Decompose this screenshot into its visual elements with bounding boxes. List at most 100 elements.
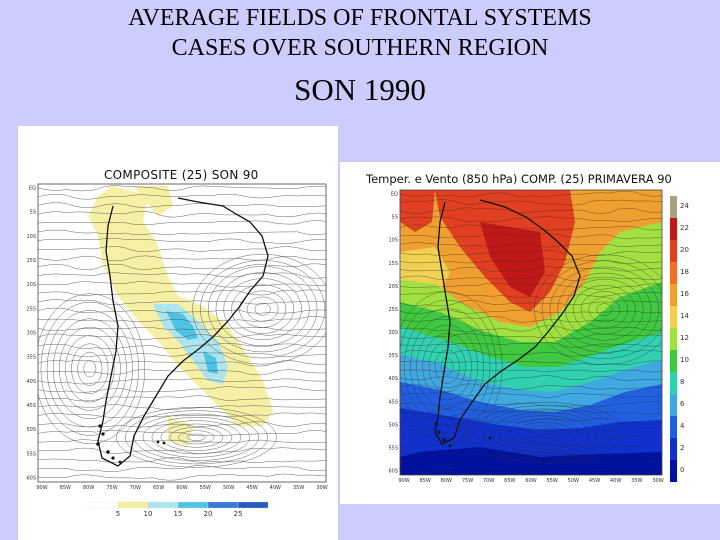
temperature-colorbar-swatch <box>670 416 677 438</box>
temperature-lat-tick: 40S <box>388 376 398 382</box>
composite-lon-tick: 45W <box>246 485 257 491</box>
composite-colorbar-swatch <box>207 501 239 509</box>
temperature-lon-tick: 40W <box>610 478 621 484</box>
longitude-ticks-right: 90W 85W 80W 75W 70W 65W 60W 55W 50W 45W 40W 35W 30W <box>398 478 663 484</box>
temperature-map-title: Temper. e Vento (850 hPa) COMP. (25) PRI… <box>366 172 672 186</box>
temperature-lon-tick: 50W <box>568 478 579 484</box>
composite-lon-tick: 65W <box>153 485 164 491</box>
temperature-colorbar-label: 24 <box>680 202 689 210</box>
temperature-lat-tick: 35S <box>388 353 398 359</box>
latitude-ticks: EQ 5S 10S 15S 20S 25S 30S 35S 40S 45S 50S 55S 60S <box>26 186 36 482</box>
temperature-lat-tick: 20S <box>388 284 398 290</box>
temperature-lon-tick: 45W <box>589 478 600 484</box>
temperature-colorbar-swatch <box>670 438 677 460</box>
composite-colorbar-label: 20 <box>204 510 213 518</box>
temperature-lon-tick: 55W <box>547 478 558 484</box>
composite-lat-tick: 5S <box>30 210 36 216</box>
composite-map-panel: EQ 5S 10S 15S 20S 25S 30S 35S 40S 45S 50S 55S 60S 90… <box>18 126 338 540</box>
temperature-colorbar-swatch <box>670 196 677 218</box>
composite-lon-tick: 60W <box>176 485 187 491</box>
temperature-lat-tick: 5S <box>392 215 398 221</box>
composite-lon-tick: 30W <box>316 485 327 491</box>
temperature-colorbar-swatch <box>670 218 677 240</box>
composite-lat-tick: 45S <box>26 403 36 409</box>
composite-lon-tick: 85W <box>60 485 71 491</box>
temperature-lat-tick: 15S <box>388 261 398 267</box>
temperature-wind-map: EQ 5S 10S 15S 20S 25S 30S 35S 40S 45S 50S 55S 60S 90… <box>388 189 689 484</box>
temperature-colorbar-label: 18 <box>680 268 689 276</box>
temperature-lon-tick: 85W <box>420 478 431 484</box>
composite-lat-tick: 15S <box>26 258 36 264</box>
composite-colorbar: 5 10 15 20 25 <box>87 501 269 518</box>
composite-map-title: COMPOSITE (25) SON 90 <box>104 168 259 182</box>
temperature-map-panel: EQ 5S 10S 15S 20S 25S 30S 35S 40S 45S 50S 55S 60S 90… <box>340 162 720 504</box>
composite-lon-tick: 50W <box>223 485 234 491</box>
temperature-colorbar-swatch <box>670 284 677 306</box>
composite-colorbar-label: 5 <box>116 510 120 518</box>
temperature-lon-tick: 30W <box>652 478 663 484</box>
composite-map: EQ 5S 10S 15S 20S 25S 30S 35S 40S 45S 50S 55S 60S 90… <box>26 183 328 518</box>
temperature-colorbar-label: 22 <box>680 224 689 232</box>
temperature-lon-tick: 70W <box>483 478 494 484</box>
temperature-lon-tick: 90W <box>398 478 409 484</box>
temperature-colorbar-label: 12 <box>680 334 689 342</box>
temperature-colorbar-label: 14 <box>680 312 689 320</box>
temperature-colorbar-swatch <box>670 240 677 262</box>
temperature-lon-tick: 60W <box>525 478 536 484</box>
temperature-lat-tick: EQ <box>391 192 398 198</box>
temperature-colorbar-swatch <box>670 262 677 284</box>
temperature-lat-tick: 25S <box>388 307 398 313</box>
temperature-colorbar-swatch <box>670 306 677 328</box>
composite-lat-tick: EQ <box>29 186 36 192</box>
composite-lon-tick: 70W <box>130 485 141 491</box>
frontal-band-core <box>166 311 198 340</box>
temperature-colorbar-label: 0 <box>680 466 684 474</box>
temperature-lon-tick: 65W <box>504 478 515 484</box>
composite-lat-tick: 20S <box>26 282 36 288</box>
temperature-colorbar-label: 2 <box>680 444 684 452</box>
temperature-colorbar-label: 4 <box>680 422 685 430</box>
composite-lon-tick: 35W <box>293 485 304 491</box>
title-season-year: SON 1990 <box>294 72 426 107</box>
temperature-colorbar-label: 16 <box>680 290 689 298</box>
temperature-colorbar-swatch <box>670 372 677 394</box>
temperature-colorbar-label: 8 <box>680 378 684 386</box>
composite-lat-tick: 60S <box>26 476 36 482</box>
temperature-colorbar-label: 6 <box>680 400 685 408</box>
composite-lat-tick: 30S <box>26 331 36 337</box>
temperature-lat-tick: 55S <box>388 445 398 451</box>
composite-lat-tick: 40S <box>26 379 36 385</box>
south-america-coastline <box>97 197 269 467</box>
composite-colorbar-swatch <box>117 501 149 509</box>
temperature-lon-tick: 35W <box>631 478 642 484</box>
composite-lon-tick: 75W <box>106 485 117 491</box>
temperature-lon-tick: 80W <box>441 478 452 484</box>
temperature-colorbar-label: 20 <box>680 246 689 254</box>
composite-lon-tick: 55W <box>200 485 211 491</box>
temperature-lat-tick: 45S <box>388 399 398 405</box>
composite-colorbar-swatch <box>177 501 209 509</box>
composite-lat-tick: 50S <box>26 427 36 433</box>
composite-lon-tick: 90W <box>36 485 47 491</box>
temperature-lat-tick: 60S <box>388 469 398 475</box>
temperature-colorbar-label: 10 <box>680 356 689 364</box>
title-line-1: AVERAGE FIELDS OF FRONTAL SYSTEMS <box>128 5 592 31</box>
temperature-colorbar-swatch <box>670 394 677 416</box>
composite-lat-tick: 25S <box>26 306 36 312</box>
longitude-ticks: 90W 85W 80W 75W 70W 65W 60W 55W 50W 45W 40W 35W 30W <box>36 485 327 491</box>
south-america-coastline-right <box>434 199 581 445</box>
composite-colorbar-swatch <box>147 501 179 509</box>
temperature-colorbar-swatch <box>670 350 677 372</box>
composite-lat-tick: 10S <box>26 234 36 240</box>
temperature-colorbar-swatch <box>670 460 677 482</box>
composite-colorbar-label: 10 <box>144 510 153 518</box>
temperature-lat-tick: 10S <box>388 238 398 244</box>
temperature-lon-tick: 75W <box>462 478 473 484</box>
temperature-colorbar-swatch <box>670 328 677 350</box>
composite-colorbar-swatch <box>237 501 269 509</box>
title-line-2: CASES OVER SOUTHERN REGION <box>171 35 549 61</box>
composite-colorbar-label: 25 <box>234 510 243 518</box>
composite-lat-tick: 35S <box>26 355 36 361</box>
temperature-lat-tick: 30S <box>388 330 398 336</box>
